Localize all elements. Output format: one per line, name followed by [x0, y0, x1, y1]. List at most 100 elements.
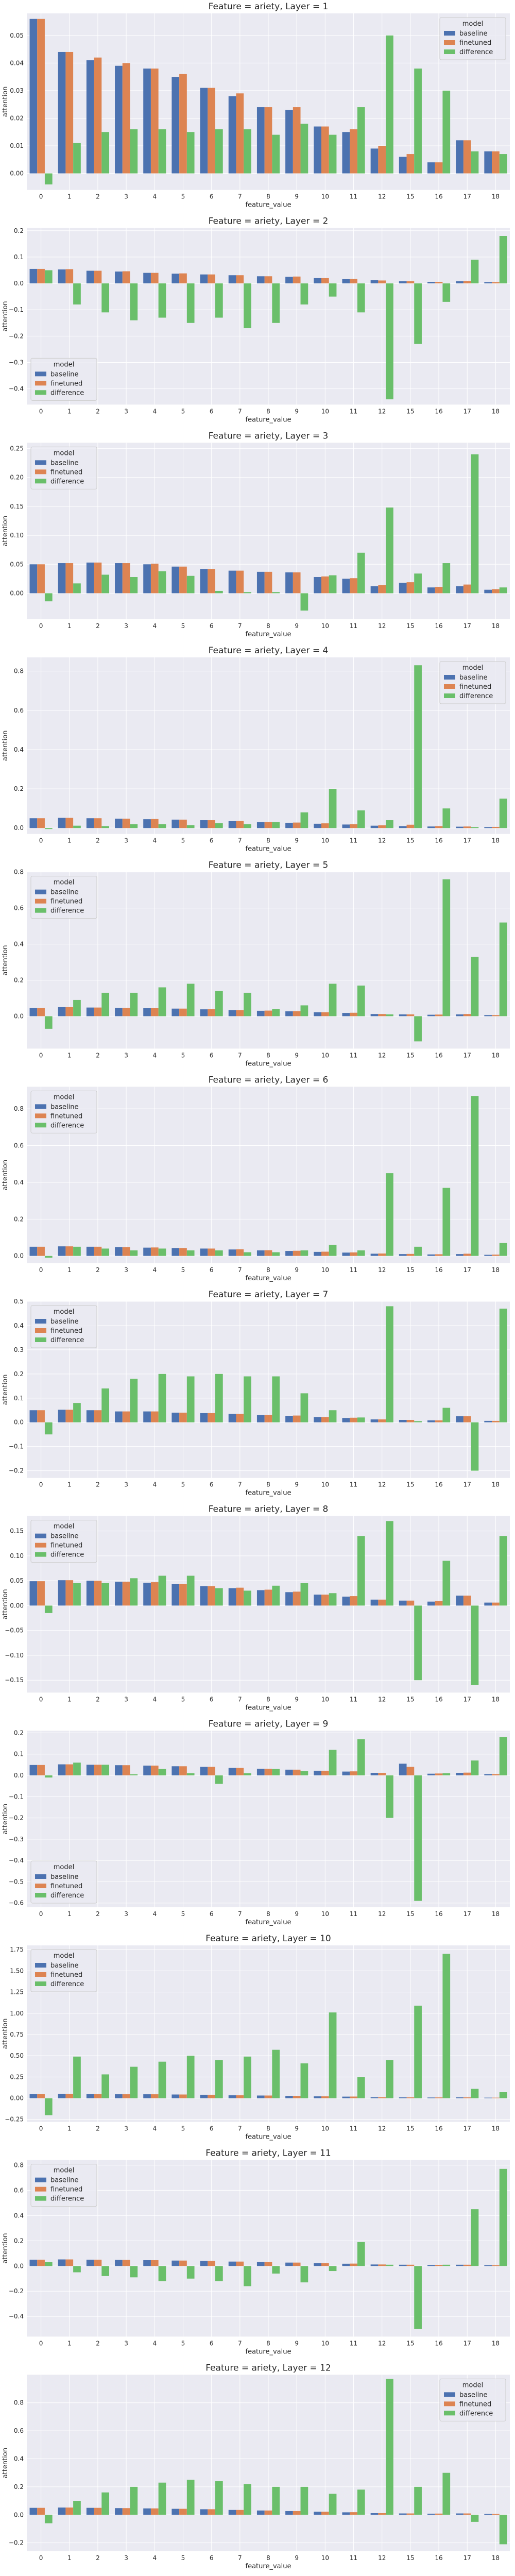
chart-panel-layer-4: 0.00.20.40.60.80 1 2 3 4 5 6 7 8 9 10 11 12 15 16 17 18F… — [2, 646, 510, 853]
bar-difference — [471, 827, 479, 828]
bar-baseline — [171, 2509, 180, 2515]
chart-title: Feature = ariety, Layer = 3 — [209, 431, 329, 441]
bar-difference — [158, 2061, 166, 2098]
x-tick-label: 11 — [350, 1052, 357, 1059]
chart-panel-layer-11: −0.4−0.20.00.20.40.60.80 1 2 3 4 5 6 7 8 9 10 11 12 1… — [2, 2148, 510, 2355]
bar-baseline — [256, 276, 265, 284]
bar-baseline — [58, 2507, 66, 2515]
bar-difference — [414, 69, 422, 174]
bar-difference — [499, 922, 507, 1016]
bar-baseline — [342, 279, 350, 284]
y-tick-label: 0.0 — [14, 1772, 24, 1779]
bar-difference — [215, 1588, 223, 1606]
legend-swatch-baseline — [35, 1963, 46, 1968]
bar-difference — [300, 1393, 308, 1422]
legend-title: model — [54, 1863, 74, 1871]
y-tick-label: −0.4 — [9, 1857, 24, 1864]
bar-finetuned — [406, 1420, 415, 1422]
x-axis-label: feature_value — [246, 1060, 291, 1067]
bar-baseline — [484, 282, 492, 284]
bar-difference — [442, 90, 451, 174]
bar-baseline — [484, 589, 492, 594]
bar-finetuned — [94, 1581, 102, 1606]
x-tick-label: 15 — [406, 1266, 414, 1274]
bar-difference — [329, 1593, 337, 1606]
bar-finetuned — [463, 1772, 471, 1776]
chart-title: Feature = ariety, Layer = 6 — [209, 1075, 329, 1085]
bar-difference — [44, 2262, 53, 2266]
bar-difference — [442, 2264, 451, 2266]
x-tick-label: 15 — [406, 2125, 414, 2132]
y-tick-label: 0.0 — [14, 2511, 24, 2518]
bar-finetuned — [406, 1253, 415, 1256]
x-tick-label: 0 — [39, 1910, 43, 1918]
bar-finetuned — [350, 2096, 357, 2098]
bar-baseline — [86, 60, 94, 174]
y-tick-label: 0.01 — [10, 142, 24, 149]
bar-difference — [244, 824, 251, 828]
bar-finetuned — [492, 1774, 500, 1776]
x-tick-label: 1 — [67, 2554, 72, 2562]
bar-finetuned — [406, 1014, 415, 1016]
bar-difference — [329, 2494, 337, 2515]
bar-baseline — [58, 2093, 66, 2098]
bar-finetuned — [321, 278, 329, 284]
bar-finetuned — [463, 1014, 471, 1016]
x-tick-label: 12 — [378, 1266, 386, 1274]
bar-finetuned — [94, 1765, 102, 1776]
bar-finetuned — [463, 826, 471, 828]
bar-baseline — [456, 281, 464, 284]
legend-label-difference: difference — [459, 2410, 493, 2417]
bar-baseline — [399, 1420, 407, 1422]
bar-difference — [215, 1374, 223, 1422]
x-tick-label: 15 — [406, 193, 414, 200]
bar-difference — [44, 1016, 53, 1029]
bar-difference — [215, 2060, 223, 2098]
bar-baseline — [370, 2097, 379, 2098]
x-tick-label: 1 — [67, 1481, 72, 1488]
x-tick-label: 9 — [295, 408, 299, 415]
x-tick-label: 6 — [210, 1910, 214, 1918]
bar-baseline — [456, 140, 464, 174]
bar-finetuned — [236, 1587, 244, 1606]
bar-finetuned — [492, 826, 500, 828]
bar-finetuned — [236, 1414, 244, 1422]
bar-finetuned — [65, 2093, 74, 2098]
x-tick-label: 12 — [378, 408, 386, 415]
legend-swatch-finetuned — [35, 1884, 46, 1888]
x-tick-label: 12 — [378, 837, 386, 844]
legend-label-baseline: baseline — [50, 1103, 78, 1111]
bar-difference — [215, 129, 223, 174]
x-tick-label: 11 — [350, 837, 357, 844]
y-tick-label: 0.2 — [14, 2483, 24, 2490]
bar-finetuned — [236, 2095, 244, 2098]
legend-swatch-difference — [35, 479, 46, 484]
bar-baseline — [342, 1597, 350, 1606]
bar-baseline — [86, 1246, 94, 1256]
bar-baseline — [29, 1008, 38, 1016]
bar-baseline — [86, 2094, 94, 2098]
bar-baseline — [342, 1771, 350, 1776]
bar-finetuned — [179, 1248, 187, 1256]
x-axis-label: feature_value — [246, 1489, 291, 1497]
bar-finetuned — [350, 1252, 357, 1256]
legend-title: model — [54, 1093, 74, 1101]
x-tick-label: 17 — [464, 193, 471, 200]
bar-finetuned — [463, 2513, 471, 2515]
bar-finetuned — [264, 2095, 272, 2098]
x-tick-label: 3 — [124, 1481, 128, 1488]
bar-difference — [186, 1575, 195, 1606]
bar-difference — [44, 2098, 53, 2115]
x-tick-label: 1 — [67, 2340, 72, 2347]
bar-difference — [44, 1775, 53, 1778]
bar-baseline — [115, 2260, 123, 2266]
bar-difference — [244, 2484, 251, 2515]
bar-difference — [329, 1410, 337, 1422]
x-tick-label: 16 — [435, 1052, 442, 1059]
bar-difference — [300, 1771, 308, 1776]
y-tick-label: 0.6 — [14, 707, 24, 714]
x-tick-label: 16 — [435, 193, 442, 200]
chart-title: Feature = ariety, Layer = 2 — [209, 216, 329, 227]
x-tick-label: 2 — [96, 622, 100, 630]
